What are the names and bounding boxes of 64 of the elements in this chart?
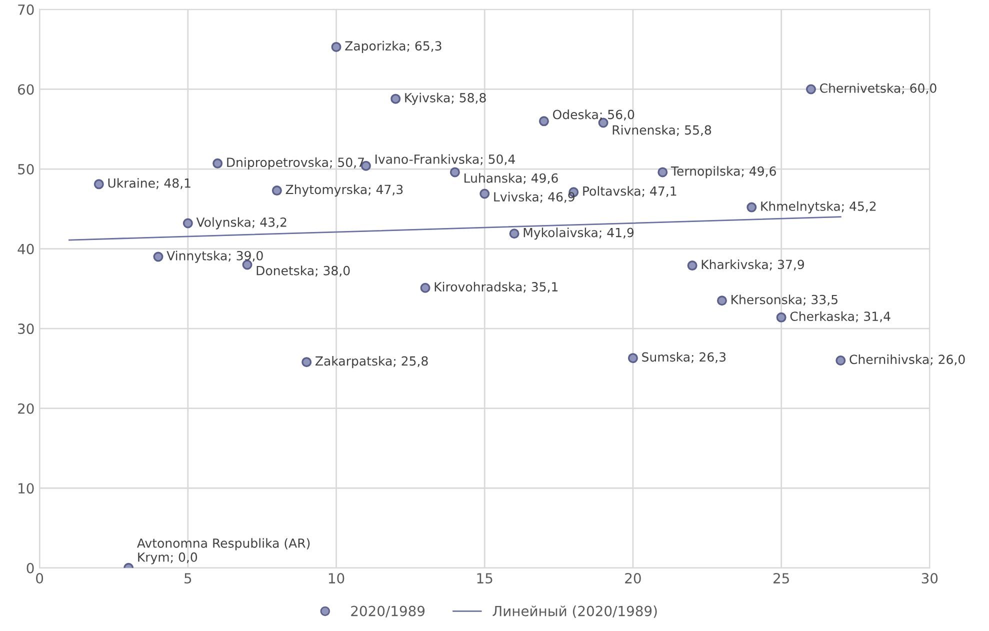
legend-label: Линейный (2020/1989) bbox=[492, 606, 657, 618]
point bbox=[687, 260, 698, 271]
data-label: Zakarpatska; 25,8 bbox=[315, 356, 428, 368]
y-tick-label: 30 bbox=[18, 324, 34, 334]
x-tick-label: 30 bbox=[922, 573, 938, 584]
y-tick-label: 60 bbox=[18, 84, 34, 95]
x-tick-label: 0 bbox=[36, 573, 44, 584]
point bbox=[212, 158, 223, 168]
data-label: Khersonska; 33,5 bbox=[732, 294, 838, 306]
data-label: Kirovohradska; 35,1 bbox=[434, 282, 558, 293]
data-label: Luhanska; 49,6 bbox=[464, 173, 558, 184]
data-label: Ivano-Frankivska; 50,4 bbox=[375, 154, 515, 166]
point bbox=[94, 179, 104, 190]
x-tick-label: 5 bbox=[184, 573, 192, 584]
point bbox=[331, 42, 342, 52]
point bbox=[272, 186, 282, 196]
data-label: Odeska; 56,0 bbox=[552, 110, 634, 120]
point bbox=[716, 296, 727, 306]
data-label: Chernihivska; 26,0 bbox=[850, 354, 965, 366]
x-tick-label: 20 bbox=[625, 573, 641, 584]
legend-label: 2020/1989 bbox=[351, 606, 425, 618]
y-tick-label: 70 bbox=[18, 4, 34, 15]
point bbox=[182, 218, 193, 228]
data-label: Chernivetska; 60,0 bbox=[820, 83, 936, 94]
y-tick-label: 40 bbox=[18, 244, 34, 254]
point bbox=[153, 252, 164, 262]
data-label: Cherkaska; 31,4 bbox=[790, 311, 890, 322]
y-tick-label: 50 bbox=[18, 164, 34, 174]
x-tick-label: 25 bbox=[773, 573, 789, 584]
data-label: Lvivska; 46,9 bbox=[494, 192, 575, 203]
data-label: Donetska; 38,0 bbox=[256, 266, 350, 277]
y-tick-label: 20 bbox=[18, 403, 34, 414]
y-tick-label: 10 bbox=[18, 483, 34, 494]
data-label: Poltavska; 47,1 bbox=[583, 186, 676, 198]
data-label: Avtonomna Respublika (AR) Krym; 0,0 bbox=[137, 538, 310, 564]
point bbox=[628, 353, 638, 364]
data-label: Ternopilska; 49,6 bbox=[670, 166, 776, 178]
point bbox=[509, 228, 520, 239]
x-tick-label: 15 bbox=[477, 573, 492, 584]
point bbox=[302, 357, 312, 368]
point bbox=[776, 312, 786, 322]
data-label: Zhytomyrska; 47,3 bbox=[286, 184, 403, 197]
point bbox=[390, 94, 401, 104]
data-label: Kyivska; 58,8 bbox=[405, 92, 486, 105]
data-label: Zaporizka; 65,3 bbox=[345, 40, 442, 54]
data-label: Khmelnytska; 45,2 bbox=[761, 201, 876, 214]
point bbox=[480, 188, 490, 199]
data-label: Rivnenska; 55,8 bbox=[612, 125, 712, 136]
point bbox=[746, 202, 757, 212]
y-tick-label: 0 bbox=[26, 562, 34, 574]
data-label: Dnipropetrovska; 50,7 bbox=[227, 157, 364, 170]
data-label: Mykolaivska; 41,9 bbox=[524, 228, 634, 240]
point bbox=[538, 116, 549, 126]
data-label: Sumska; 26,3 bbox=[642, 352, 726, 363]
data-label: Ukraine; 48,1 bbox=[108, 178, 190, 190]
point bbox=[450, 167, 460, 178]
point bbox=[836, 355, 846, 366]
point bbox=[658, 167, 668, 178]
data-label: Vinnytska; 39,0 bbox=[166, 250, 263, 263]
data-label: Kharkivska; 37,9 bbox=[702, 260, 804, 270]
point bbox=[420, 282, 430, 293]
x-tick-label: 10 bbox=[328, 573, 344, 584]
point bbox=[806, 84, 816, 94]
data-label: Volynska; 43,2 bbox=[196, 217, 286, 230]
